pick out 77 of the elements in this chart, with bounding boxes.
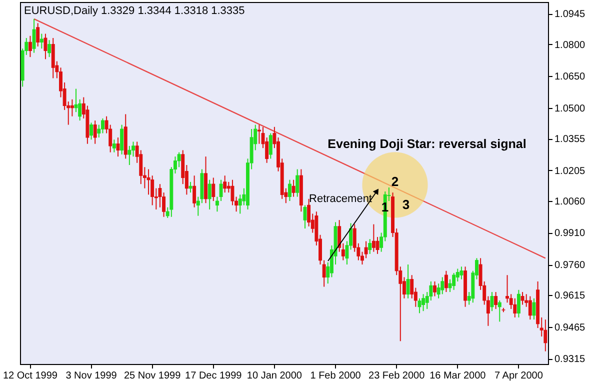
candlestick (70, 98, 74, 117)
y-tick-label: 0.9760 (554, 260, 586, 272)
candlestick (444, 270, 448, 293)
candlestick (406, 264, 410, 299)
candlestick (292, 179, 296, 198)
candlestick (158, 184, 162, 208)
y-tick-label: 1.0355 (554, 134, 586, 146)
candlestick (303, 204, 307, 230)
annotation: 2 (391, 174, 399, 189)
y-tick-label: 1.0945 (554, 9, 586, 20)
annotation: 3 (402, 197, 410, 212)
candlestick (418, 298, 422, 314)
x-tick-label: 12 Oct 1999 (2, 370, 58, 382)
candlestick (268, 132, 272, 160)
candlestick (100, 118, 104, 134)
x-tick-label: 25 Nov 1999 (124, 370, 182, 382)
candlestick (192, 175, 196, 208)
candlestick (40, 33, 44, 50)
candlestick (440, 276, 444, 295)
y-tick-label: 0.9465 (554, 322, 586, 334)
candlestick (74, 88, 78, 113)
candlestick (494, 292, 498, 310)
y-tick-label: 1.0205 (554, 166, 586, 177)
candlestick (177, 152, 181, 168)
y-tick-label: 1.0800 (554, 40, 586, 51)
y-tick-label: 0.9910 (554, 228, 586, 240)
x-tick-label: 3 Nov 1999 (66, 370, 118, 382)
candlestick (212, 177, 216, 202)
candlestick (452, 272, 456, 290)
x-tick-label: 16 Mar 2000 (430, 370, 486, 382)
candlestick (257, 124, 261, 144)
candlestick (433, 280, 436, 297)
candlestick (223, 175, 227, 194)
candlestick (44, 33, 48, 60)
candlestick (372, 224, 376, 252)
candlestick (208, 179, 212, 210)
candlestick (490, 292, 494, 312)
candlestick (230, 179, 234, 206)
candlestick (520, 292, 524, 306)
candlestick (32, 18, 36, 54)
candlestick (48, 40, 52, 58)
y-tick-label: 1.0060 (554, 196, 586, 208)
x-tick-label: 1 Feb 2000 (310, 370, 362, 382)
candlestick (532, 298, 536, 320)
candlestick (128, 145, 132, 166)
candlestick (544, 319, 548, 352)
y-tick-label: 0.9315 (554, 354, 586, 366)
candlestick (188, 181, 192, 194)
chart-title: EURUSD,Daily 1.3329 1.3344 1.3318 1.3335 (24, 5, 245, 17)
y-tick-label: 1.0650 (554, 72, 586, 83)
candlestick (112, 139, 116, 153)
annotation: Retracement (309, 193, 372, 205)
candlestick (516, 289, 520, 318)
candlestick (364, 240, 368, 259)
candlestick (36, 22, 40, 47)
y-tick-label: 0.9615 (554, 290, 586, 302)
candlestick (422, 294, 426, 312)
candlestick (90, 122, 94, 140)
candlestick (513, 298, 517, 318)
annotation: Evening Doji Star: reversal signal (328, 137, 526, 151)
candlestick (28, 35, 32, 58)
candlestick (93, 120, 97, 144)
candlestick (120, 124, 124, 155)
candlestick (498, 300, 502, 322)
candlestick (116, 136, 120, 158)
y-tick-label: 1.0500 (554, 103, 586, 114)
candlestick (296, 168, 300, 198)
candlestick (219, 179, 223, 202)
candlestick (368, 238, 372, 254)
x-tick-label: 17 Dec 1999 (185, 370, 242, 382)
candlestick (528, 296, 532, 320)
x-tick-label: 10 Jan 2000 (246, 370, 302, 382)
x-tick-label: 7 Apr 2000 (494, 370, 544, 382)
x-tick-label: 23 Feb 2000 (368, 370, 426, 382)
candlestick (51, 37, 55, 79)
candlestick (288, 179, 292, 202)
candlestick (460, 266, 464, 280)
